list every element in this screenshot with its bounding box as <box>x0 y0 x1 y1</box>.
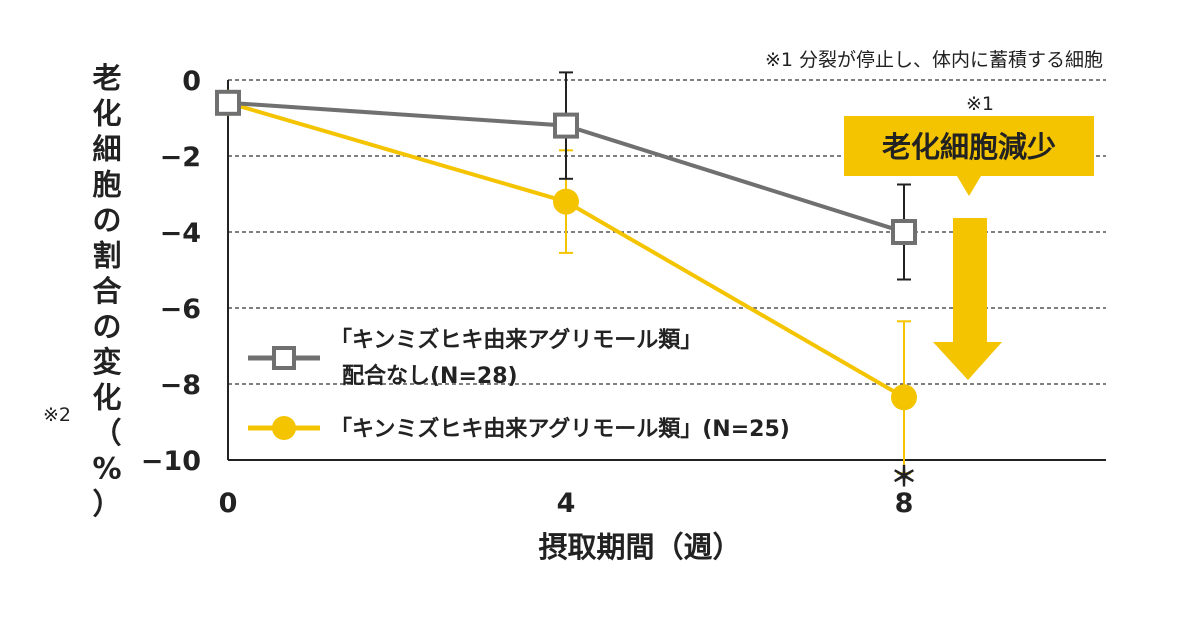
decrease-arrow-head <box>933 342 1002 380</box>
callout-pointer <box>957 176 981 196</box>
y-axis-title-char-8: 変 <box>92 345 121 379</box>
y-axis-title: 老化細胞の割合の変化（%） <box>92 61 121 521</box>
series-2-point-2 <box>891 384 917 411</box>
y-axis-title-char-9: 化 <box>92 381 121 415</box>
x-tick-label-0: 0 <box>219 488 238 519</box>
series-1-point-1 <box>553 112 579 139</box>
axes <box>227 80 1106 461</box>
y-tick-labels: 0 −2 −4 −6 −8 −10 <box>141 66 201 477</box>
y-tick-label-5: −10 <box>141 446 201 477</box>
y-axis-title-char-3: 胞 <box>92 168 121 202</box>
footnote: ※1 分裂が停止し、体内に蓄積する細胞 <box>765 49 1103 71</box>
y-axis-title-char-1: 化 <box>92 97 121 131</box>
significance-marker: ＊ <box>891 462 918 493</box>
x-tick-label-1: 4 <box>557 488 576 519</box>
y-axis-title-char-6: 合 <box>92 274 121 308</box>
y-axis-title-char-11: % <box>92 452 121 486</box>
legend-label-series-2: 「キンミズヒキ由来アグリモール類」(N=25) <box>330 416 790 442</box>
decrease-arrow-shaft <box>953 218 987 342</box>
legend-label-series-1-line1: 「キンミズヒキ由来アグリモール類」 <box>330 327 702 353</box>
y-axis-title-note: ※2 <box>43 404 71 426</box>
legend-marker-series-2 <box>272 416 296 440</box>
callout-note: ※1 <box>966 93 994 115</box>
legend-label-series-1-line2: 配合なし(N=28) <box>342 363 518 389</box>
y-axis-title-char-2: 細 <box>92 132 121 166</box>
series-2-point-1 <box>553 188 579 215</box>
callout: ※1 老化細胞減少 <box>844 93 1094 380</box>
y-axis-title-char-4: の <box>92 203 121 237</box>
series-group: ＊ <box>215 71 918 493</box>
series-1-point-2 <box>891 219 917 245</box>
x-tick-labels: 0 4 8 <box>219 488 914 519</box>
y-tick-label-4: −8 <box>160 370 201 401</box>
series-1 <box>215 71 917 281</box>
legend-marker-series-1 <box>272 346 296 370</box>
y-axis-title-text: 老化細胞の割合の変化（%） <box>92 61 121 521</box>
y-tick-label-1: −2 <box>160 142 201 173</box>
y-axis-title-char-0: 老 <box>92 61 121 95</box>
x-axis-title: 摂取期間（週） <box>538 530 741 564</box>
y-axis-title-char-10: （ <box>92 416 121 450</box>
y-axis-title-char-7: の <box>92 310 121 344</box>
y-tick-label-0: 0 <box>182 66 201 97</box>
series-1-point-0 <box>215 89 241 116</box>
y-axis-title-char-12: ） <box>92 487 121 521</box>
x-tick-label-2: 8 <box>895 488 914 519</box>
y-axis-title-char-5: 割 <box>92 239 121 273</box>
y-tick-label-2: −4 <box>160 218 201 249</box>
y-tick-label-3: −6 <box>160 294 201 325</box>
callout-box <box>844 116 1094 176</box>
legend: 「キンミズヒキ由来アグリモール類」 配合なし(N=28) 「キンミズヒキ由来アグ… <box>248 327 790 442</box>
callout-label: 老化細胞減少 <box>882 130 1056 164</box>
